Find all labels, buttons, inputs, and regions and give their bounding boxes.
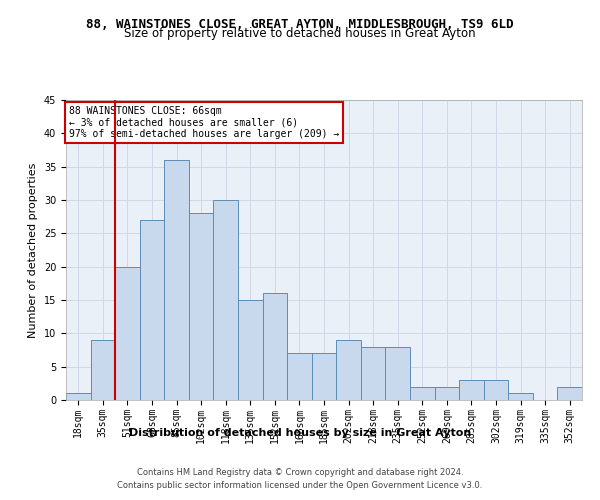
Bar (238, 300, 263, 400)
Bar (91, 340, 115, 400)
Bar (484, 380, 508, 400)
Y-axis label: Number of detached properties: Number of detached properties (28, 162, 38, 338)
Bar (508, 394, 533, 400)
Text: 88 WAINSTONES CLOSE: 66sqm
← 3% of detached houses are smaller (6)
97% of semi-d: 88 WAINSTONES CLOSE: 66sqm ← 3% of detac… (68, 106, 339, 139)
Bar (164, 160, 189, 400)
Bar (115, 266, 140, 400)
Bar (189, 214, 214, 400)
Text: Contains public sector information licensed under the Open Government Licence v3: Contains public sector information licen… (118, 480, 482, 490)
Bar (287, 354, 312, 400)
Bar (263, 294, 287, 400)
Bar (361, 346, 385, 400)
Bar (336, 340, 361, 400)
Bar (214, 200, 238, 400)
Text: Distribution of detached houses by size in Great Ayton: Distribution of detached houses by size … (129, 428, 471, 438)
Text: Size of property relative to detached houses in Great Ayton: Size of property relative to detached ho… (124, 28, 476, 40)
Text: Contains HM Land Registry data © Crown copyright and database right 2024.: Contains HM Land Registry data © Crown c… (137, 468, 463, 477)
Bar (312, 354, 336, 400)
Bar (434, 386, 459, 400)
Bar (385, 346, 410, 400)
Bar (459, 380, 484, 400)
Bar (410, 386, 434, 400)
Text: 88, WAINSTONES CLOSE, GREAT AYTON, MIDDLESBROUGH, TS9 6LD: 88, WAINSTONES CLOSE, GREAT AYTON, MIDDL… (86, 18, 514, 30)
Bar (140, 220, 164, 400)
Bar (66, 394, 91, 400)
Bar (557, 386, 582, 400)
